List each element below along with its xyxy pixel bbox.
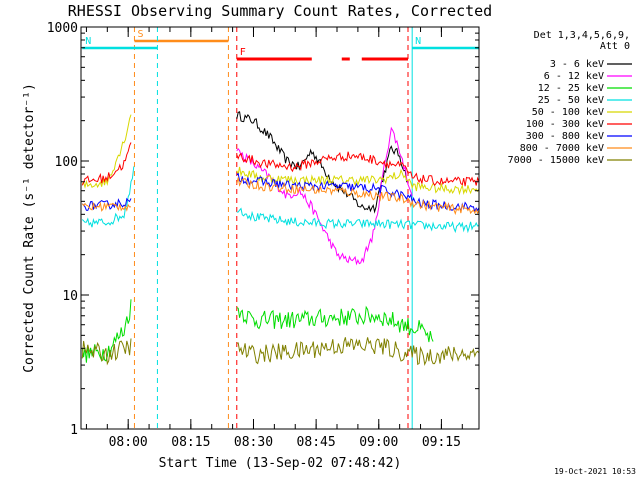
series-line-7 bbox=[81, 177, 480, 216]
y-tick-label: 1000 bbox=[47, 21, 78, 36]
legend-label-7: 800 - 7000 keV bbox=[520, 143, 604, 154]
chart-title: RHESSI Observing Summary Count Rates, Co… bbox=[68, 2, 492, 20]
y-tick-label: 100 bbox=[55, 155, 78, 170]
legend-label-1: 6 - 12 keV bbox=[544, 71, 604, 82]
series-line-3 bbox=[81, 166, 480, 234]
legend-label-5: 100 - 300 keV bbox=[526, 119, 604, 130]
plot-frame bbox=[80, 26, 480, 430]
annotation-label-0: S bbox=[137, 29, 143, 40]
y-axis-label: Corrected Count Rate (s⁻¹ detector⁻¹) bbox=[22, 83, 37, 373]
legend-label-0: 3 - 6 keV bbox=[550, 59, 604, 70]
x-tick-label: 08:00 bbox=[109, 435, 148, 450]
legend-title-line: Att 0 bbox=[600, 41, 630, 52]
series-line-1 bbox=[236, 126, 413, 266]
legend-label-8: 7000 - 15000 keV bbox=[508, 155, 604, 166]
x-tick-label: 09:15 bbox=[422, 435, 461, 450]
series-line-8 bbox=[81, 337, 480, 367]
y-tick-label: 10 bbox=[62, 289, 78, 304]
y-tick-label: 1 bbox=[70, 423, 78, 438]
annotation-label-1: N bbox=[85, 36, 91, 47]
legend-label-2: 12 - 25 keV bbox=[538, 83, 604, 94]
series-line-5 bbox=[81, 142, 480, 187]
x-tick-label: 08:30 bbox=[234, 435, 273, 450]
legend-label-3: 25 - 50 keV bbox=[538, 95, 604, 106]
legend-label-6: 300 - 800 keV bbox=[526, 131, 604, 142]
legend-label-4: 50 - 100 keV bbox=[532, 107, 604, 118]
series-line-6 bbox=[81, 172, 480, 213]
annotation-label-2: N bbox=[415, 36, 421, 47]
legend-title-line: Det 1,3,4,5,6,9, bbox=[534, 30, 630, 41]
annotation-label-3: F bbox=[240, 47, 246, 58]
axes: 1 10 100 1000 08:00 08:15 08:30 08:45 09:00 09:15 bbox=[47, 21, 479, 450]
timestamp: 19-Oct-2021 10:53 bbox=[554, 467, 636, 476]
x-tick-label: 09:00 bbox=[359, 435, 398, 450]
plot-area: S N N F bbox=[81, 27, 480, 429]
x-tick-label: 08:15 bbox=[171, 435, 210, 450]
x-axis-label: Start Time (13-Sep-02 07:48:42) bbox=[159, 456, 402, 471]
x-tick-label: 08:45 bbox=[297, 435, 336, 450]
